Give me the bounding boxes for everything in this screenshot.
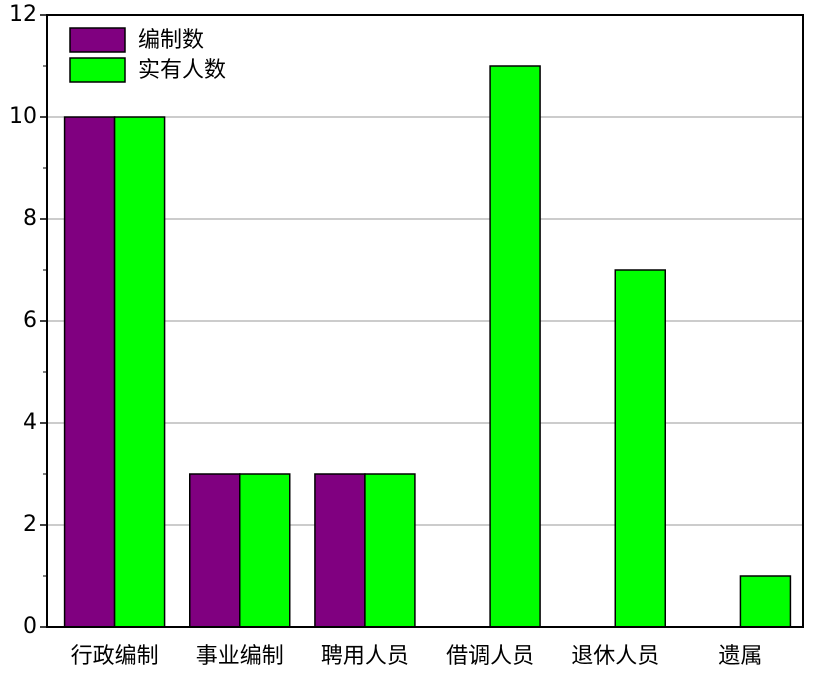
x-tick-label: 聘用人员 [321, 644, 409, 669]
legend-label: 编制数 [138, 28, 204, 53]
y-tick-label: 6 [23, 308, 37, 333]
bar [189, 473, 241, 628]
legend-swatch [69, 27, 126, 53]
y-tick-label: 10 [9, 104, 37, 129]
x-tick-label: 事业编制 [196, 644, 284, 669]
legend-label: 实有人数 [138, 58, 226, 83]
bar [63, 116, 116, 628]
y-tick-label: 0 [23, 614, 37, 639]
x-tick-label: 退休人员 [571, 644, 659, 669]
bar [239, 473, 291, 628]
bar [364, 473, 416, 628]
y-tick-label: 4 [23, 410, 37, 435]
y-tick-label: 2 [23, 512, 37, 537]
x-tick-label: 行政编制 [71, 644, 159, 669]
y-tick-label: 12 [9, 2, 37, 27]
bar [489, 65, 541, 628]
x-tick-label: 遗属 [718, 644, 762, 669]
legend-swatch [69, 57, 126, 83]
bar [739, 575, 792, 628]
plot-frame [46, 14, 804, 628]
bar [314, 473, 366, 628]
bar [614, 269, 666, 628]
y-tick-label: 8 [23, 206, 37, 231]
bar [113, 116, 166, 628]
x-tick-label: 借调人员 [446, 644, 534, 669]
